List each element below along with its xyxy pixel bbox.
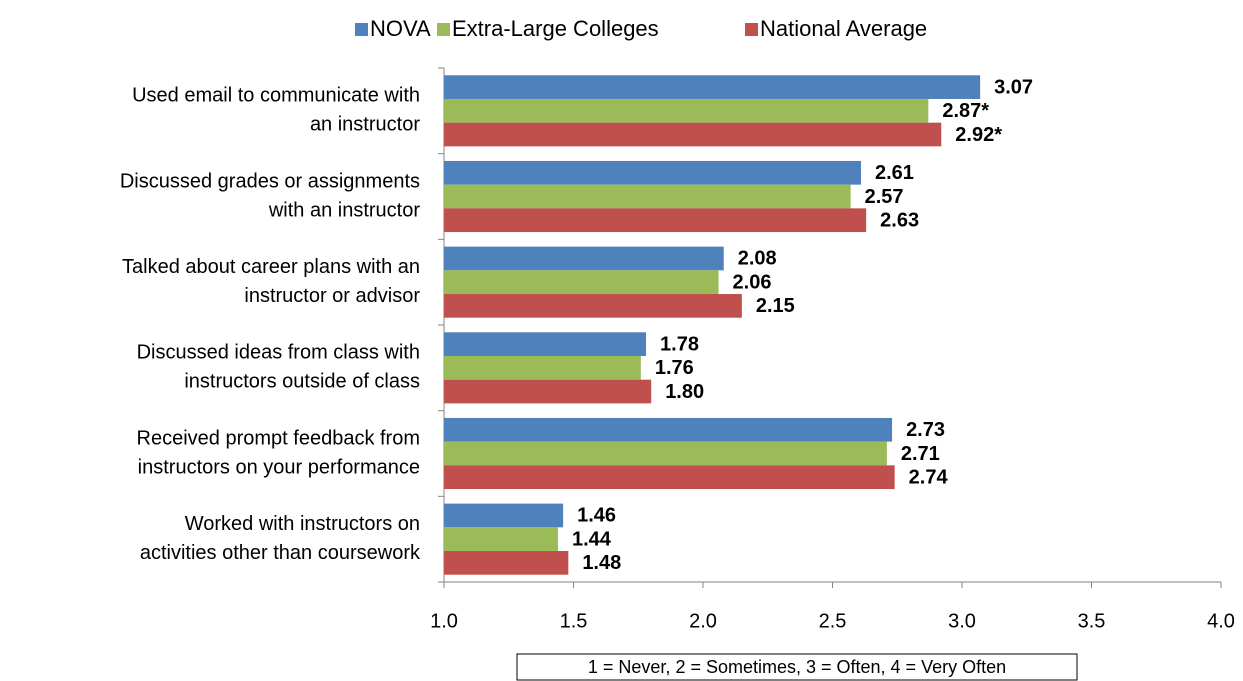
- category-label: Talked about career plans with an: [122, 256, 420, 278]
- x-tick-label: 1.0: [430, 610, 458, 632]
- value-label: 2.15: [756, 295, 795, 317]
- value-label: 1.46: [577, 505, 616, 527]
- bar: [444, 294, 742, 318]
- value-label: 1.48: [582, 552, 621, 574]
- bar: [444, 417, 893, 442]
- category-label: instructors on your performance: [138, 456, 420, 478]
- x-tick-label: 3.0: [948, 610, 976, 632]
- annotation: 1 = Never, 2 = Sometimes, 3 = Often, 4 =…: [588, 657, 1006, 677]
- bar: [444, 160, 861, 185]
- bar: [444, 246, 724, 271]
- legend-swatch: [355, 23, 368, 36]
- x-tick-label: 3.5: [1078, 610, 1106, 632]
- legend-swatch: [745, 23, 758, 36]
- value-label: 1.80: [665, 381, 704, 403]
- value-label: 1.76: [655, 357, 694, 379]
- annotation-box: [516, 653, 1078, 681]
- bar: [444, 122, 942, 147]
- value-label: 2.06: [733, 271, 772, 293]
- category-label: activities other than coursework: [140, 542, 421, 564]
- category-label: Discussed ideas from class with: [137, 342, 420, 364]
- bar: [444, 98, 929, 123]
- bar: [444, 208, 867, 233]
- bar: [444, 551, 569, 575]
- bar: [444, 355, 641, 380]
- category-label: Used email to communicate with: [132, 85, 420, 107]
- value-label: 2.08: [738, 248, 777, 270]
- bar: [444, 379, 652, 404]
- bar: [444, 184, 851, 209]
- category-label: instructor or advisor: [244, 285, 420, 307]
- bar: [444, 332, 647, 356]
- category-label: Received prompt feedback from: [137, 427, 420, 449]
- value-label: 2.71: [901, 443, 940, 465]
- category-label: an instructor: [310, 114, 420, 136]
- bar: [444, 75, 981, 99]
- x-tick-label: 4.0: [1207, 610, 1235, 632]
- value-label: 1.44: [572, 528, 612, 550]
- value-label: 2.92*: [955, 124, 1002, 146]
- category-label: instructors outside of class: [184, 371, 420, 393]
- bar: [444, 441, 887, 466]
- legend-label: NOVA: [370, 16, 431, 41]
- category-label: Discussed grades or assignments: [120, 170, 420, 192]
- value-label: 2.63: [880, 209, 919, 231]
- category-label: Worked with instructors on: [185, 513, 420, 535]
- bar: [444, 465, 895, 490]
- x-tick-label: 2.0: [689, 610, 717, 632]
- value-label: 3.07: [994, 76, 1033, 98]
- value-label: 2.87*: [942, 100, 989, 122]
- legend-label: National Average: [760, 16, 927, 41]
- bar: [444, 503, 564, 528]
- legend-label: Extra-Large Colleges: [452, 16, 659, 41]
- x-tick-label: 2.5: [819, 610, 847, 632]
- legend-swatch: [437, 23, 450, 36]
- value-label: 2.74: [909, 466, 949, 488]
- value-label: 2.61: [875, 162, 914, 184]
- value-label: 2.73: [906, 419, 945, 441]
- value-label: 1.78: [660, 333, 699, 355]
- value-label: 2.57: [865, 186, 904, 208]
- x-tick-label: 1.5: [560, 610, 588, 632]
- bar: [444, 270, 719, 295]
- bar: [444, 527, 558, 552]
- category-label: with an instructor: [268, 199, 421, 221]
